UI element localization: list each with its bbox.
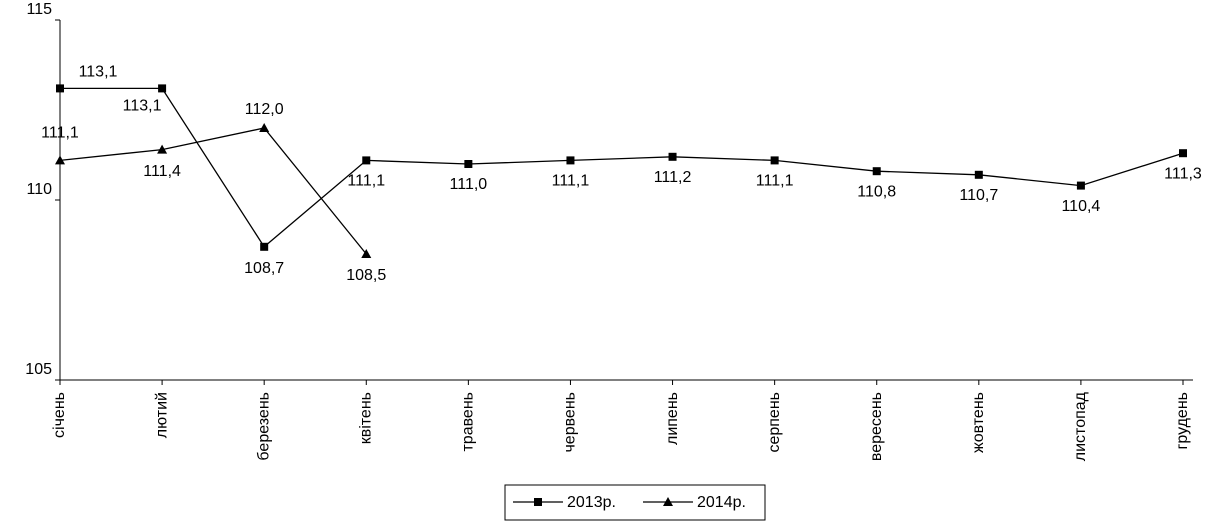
marker (566, 156, 575, 165)
data-label: 111,2 (654, 169, 692, 186)
marker (158, 84, 167, 93)
x-tick-label: жовтень (970, 392, 987, 453)
marker (259, 123, 270, 132)
data-label: 111,3 (1164, 165, 1202, 182)
marker (464, 160, 473, 168)
data-label: 111,1 (552, 173, 590, 190)
marker (770, 156, 779, 165)
x-tick-label: травень (460, 392, 477, 452)
series-line (59, 127, 367, 255)
y-tick-label: 105 (25, 361, 52, 378)
marker (55, 155, 65, 165)
x-tick-label: листопад (1072, 391, 1089, 461)
marker (534, 498, 542, 506)
marker (663, 497, 673, 506)
data-label: 110,4 (1061, 198, 1100, 215)
y-tick-label: 115 (26, 1, 52, 18)
data-label: 111,1 (756, 173, 794, 190)
marker (260, 242, 269, 251)
data-label: 108,5 (346, 267, 386, 284)
marker (872, 167, 881, 176)
x-tick-label: лютий (153, 392, 170, 438)
x-tick-label: грудень (1174, 392, 1191, 449)
x-tick-label: серпень (766, 392, 783, 453)
x-tick-label: квітень (357, 392, 374, 444)
legend-label: 2013р. (567, 494, 616, 511)
marker (1179, 149, 1187, 158)
data-label: 113,1 (123, 98, 162, 115)
marker (56, 84, 64, 93)
data-label: 112,0 (245, 101, 284, 118)
y-tick-label: 110 (26, 181, 52, 198)
legend: 2013р. 2014р. (504, 484, 766, 521)
data-label: 113,1 (79, 64, 118, 81)
data-label: 111,4 (143, 163, 181, 180)
legend-label: 2014р. (697, 494, 746, 511)
marker (974, 170, 983, 179)
data-label: 111,0 (450, 176, 488, 193)
marker (1076, 181, 1085, 190)
x-tick-label: січень (51, 392, 68, 438)
data-label: 108,7 (244, 260, 284, 277)
series-line (60, 87, 1184, 248)
marker (157, 144, 168, 154)
x-tick-label: березень (255, 392, 272, 461)
marker (361, 249, 372, 258)
data-label: 110,7 (959, 187, 998, 204)
x-tick-label: вересень (868, 392, 885, 461)
marker (668, 152, 677, 161)
x-tick-label: липень (664, 392, 681, 445)
data-label: 111,1 (347, 173, 385, 190)
data-label: 110,8 (857, 183, 896, 200)
data-label: 111,1 (41, 125, 79, 142)
x-tick-label: червень (562, 392, 579, 453)
marker (362, 156, 371, 165)
